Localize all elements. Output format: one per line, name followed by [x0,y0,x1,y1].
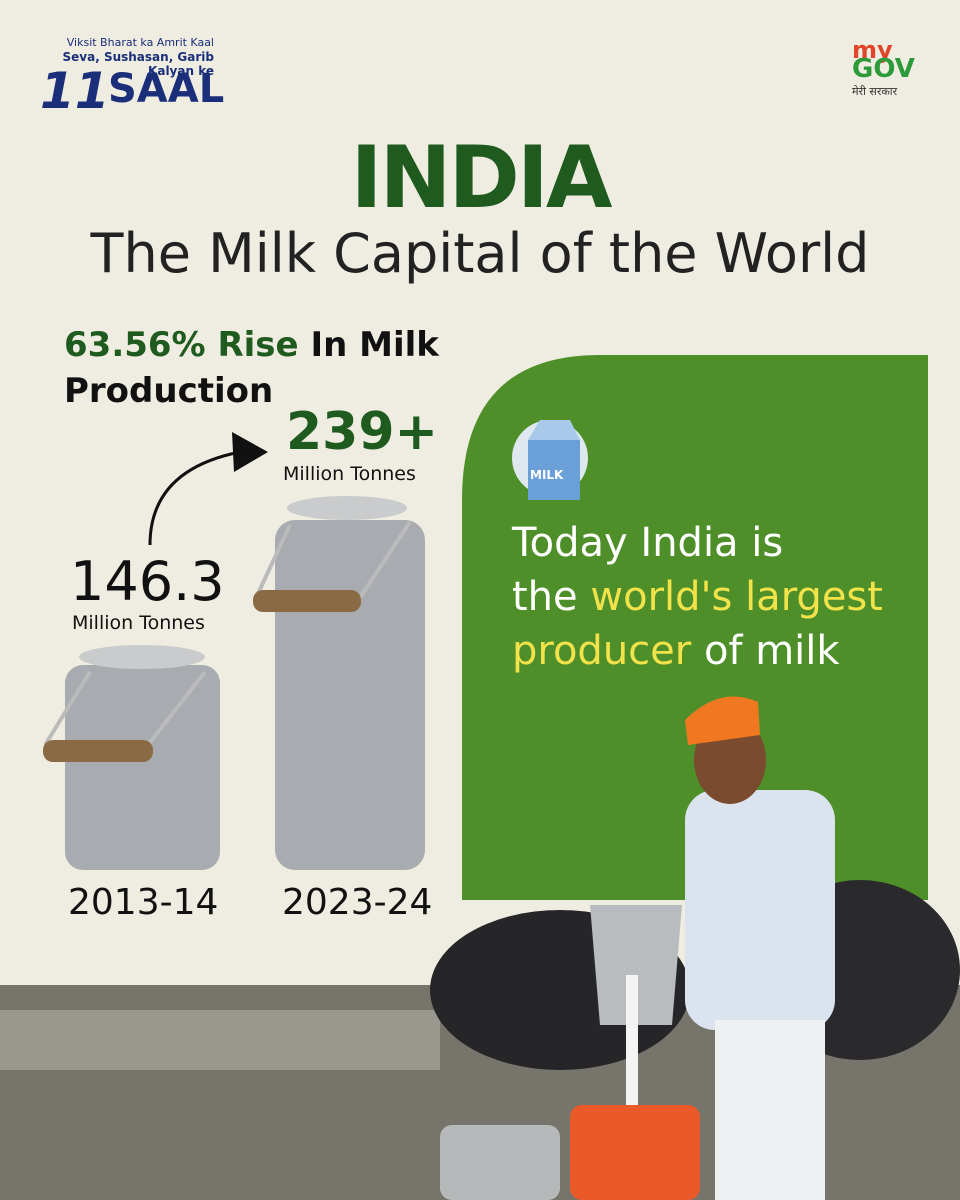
can-handle [43,740,153,762]
year: 2013-14 [68,882,219,923]
rise-label: Production [64,371,274,411]
large-can [253,496,425,870]
logo-word: SAAL [108,66,225,112]
year: 2023-24 [282,882,433,923]
grey-can [440,1125,560,1200]
man-turban [685,696,760,745]
title: INDIA [350,128,613,228]
unit: Million Tonnes [283,463,416,485]
panel-highlight: producer [512,628,692,674]
rise-highlight: 63.56% Rise [64,325,299,365]
can-handle-wire [43,670,207,757]
carton-top [528,420,580,440]
can-body [275,520,425,870]
carton [528,440,580,500]
brand-gov: GOV [852,54,915,84]
tagline: Seva, Sushasan, Garib Kalyan ke [62,50,215,78]
man-shirt [685,790,835,1030]
can-handle-wire [253,520,412,607]
value: 146.3 [70,550,225,613]
panel-line: of milk [703,628,840,674]
value: 239+ [286,402,439,462]
can-handle [253,590,361,612]
subtitle: The Milk Capital of the World [90,222,870,285]
arrow [148,450,241,546]
panel-line: the [512,574,578,620]
logo-number: 11 [40,62,110,120]
arrow-head [232,432,268,472]
icon-label: MILK [530,468,564,482]
brand-my: my [852,36,893,64]
milk-stream [626,975,638,1105]
rise-text: 63.56% Rise In Milk Production [64,322,464,414]
rise-label: In Milk [310,325,439,365]
brand-hindi: मेरी सरकार [852,85,898,98]
can-body [65,665,220,870]
can-lid [79,645,205,669]
orange-can [570,1105,700,1200]
trough [0,1010,440,1070]
can-lid [287,496,407,520]
panel-text: Today India is the world's largest produ… [512,516,922,678]
man-trousers [715,1020,825,1200]
panel-line: Today India is [512,520,784,566]
small-can [43,645,220,870]
panel-highlight: world's largest [590,574,883,620]
unit: Million Tonnes [72,612,205,634]
bucket [590,905,682,1025]
tagline: Viksit Bharat ka Amrit Kaal [66,36,214,49]
